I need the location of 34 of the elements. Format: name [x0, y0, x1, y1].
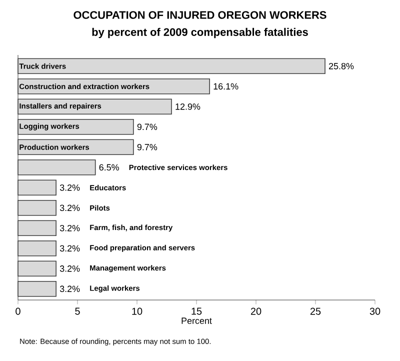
bar [18, 98, 172, 115]
chart-subtitle: by percent of 2009 compensable fatalities [92, 28, 308, 38]
bar [18, 180, 56, 196]
x-tick-label: 5 [75, 308, 80, 315]
data-label: 25.8% [328, 62, 354, 70]
bar [18, 240, 56, 256]
x-tick-label: 15 [192, 308, 202, 315]
data-label: 3.2% [60, 224, 80, 232]
data-label: 9.7% [137, 124, 158, 130]
bar [18, 280, 56, 297]
data-label: 6.5% [99, 164, 119, 171]
x-tick-label: 20 [250, 308, 262, 315]
x-tick-label: 0 [16, 308, 20, 315]
bar [18, 220, 56, 236]
data-label: 3.2% [60, 204, 80, 212]
bar [18, 159, 96, 176]
data-label: 3.2% [60, 286, 80, 292]
x-axis-title: Percent [182, 318, 212, 324]
bar [18, 260, 56, 277]
x-tick-label: 25 [310, 308, 321, 315]
data-label: 3.2% [60, 184, 80, 191]
data-label: 3.2% [60, 245, 80, 252]
chart-title: OCCUPATION OF INJURED OREGON WORKERS [74, 11, 326, 19]
bar [18, 139, 134, 156]
data-label: 3.2% [60, 265, 80, 272]
bar [18, 58, 326, 74]
bar [18, 118, 134, 135]
x-tick-label: 30 [370, 308, 380, 315]
bar [18, 78, 210, 94]
bar [18, 200, 56, 216]
data-label: 16.1% [214, 83, 238, 90]
data-label: 12.9% [176, 103, 200, 110]
x-tick-label: 10 [132, 308, 142, 315]
data-label: 9.7% [137, 144, 158, 150]
